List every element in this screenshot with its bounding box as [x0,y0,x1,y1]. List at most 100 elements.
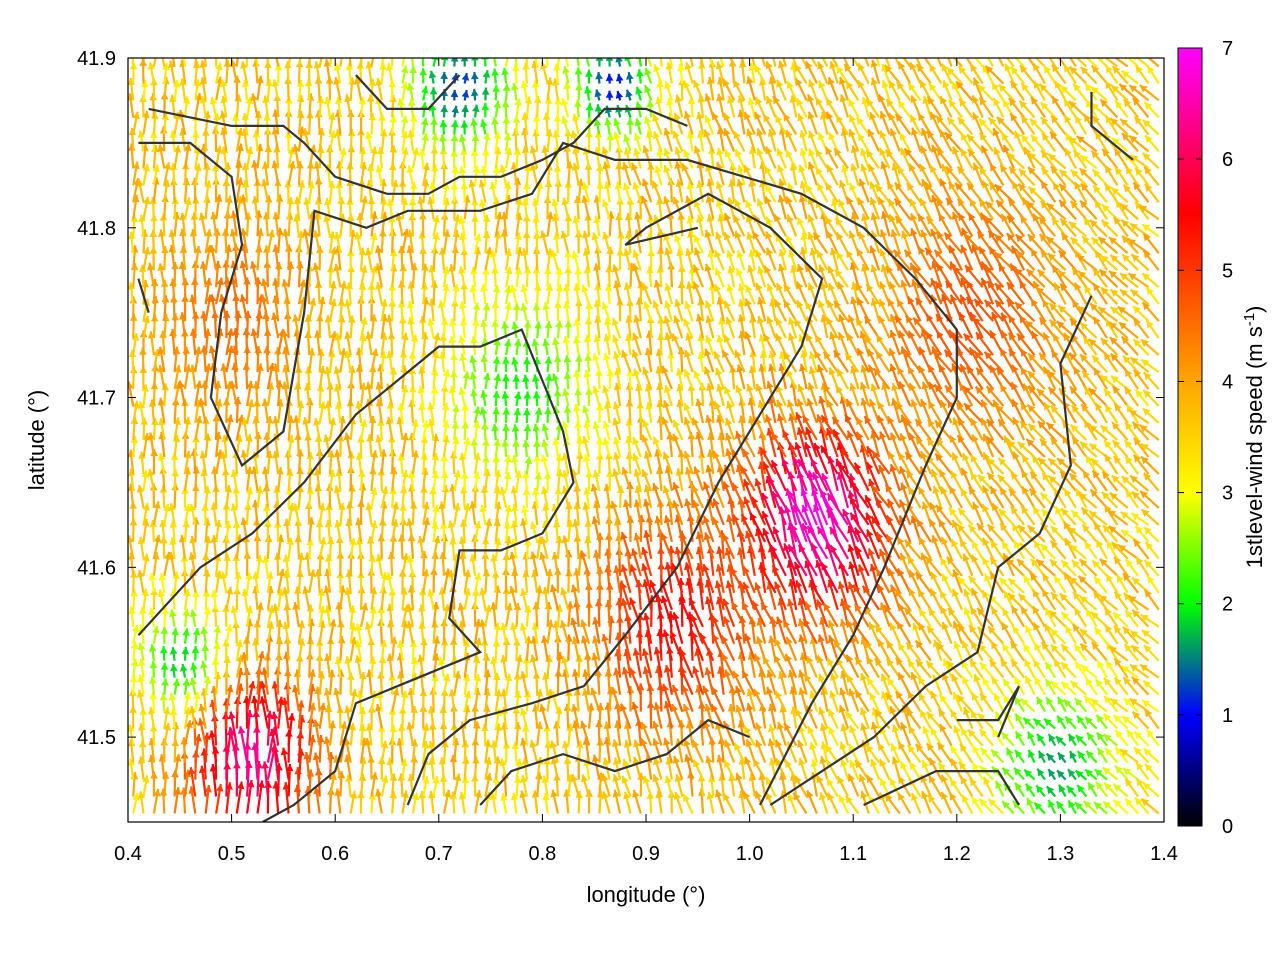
wind-arrow [235,654,244,678]
wind-arrow [152,58,157,67]
wind-arrow [214,519,223,543]
wind-arrow [256,650,265,678]
wind-arrow [194,415,203,441]
wind-arrow [194,380,203,407]
wind-arrow [149,691,157,712]
wind-arrow [237,726,249,763]
wind-arrow [149,660,158,678]
wind-arrow [128,77,136,101]
wind-arrow [161,58,166,67]
colorbar-label-main: 1stlevel-wind speed (m s [1242,326,1267,568]
wind-arrow [172,571,180,593]
wind-arrow [225,684,234,712]
y-tick-label: 41.9 [77,48,116,70]
wind-arrow [215,58,218,67]
wind-arrow [161,607,169,627]
wind-arrow [197,718,207,746]
wind-arrow [213,553,222,576]
wind-arrow [152,534,162,560]
wind-arrow [137,791,146,814]
wind-arrow [138,606,147,627]
wind-arrow [160,646,168,661]
x-tick-label: 1.0 [736,843,764,865]
wind-arrow [204,784,212,814]
wind-arrow [148,607,156,627]
wind-arrow [215,449,224,475]
wind-arrow [246,680,256,712]
wind-arrow [200,468,208,492]
wind-arrow [131,624,140,644]
wind-arrow [235,127,244,152]
wind-arrow [261,761,269,797]
wind-arrow [182,96,191,118]
wind-arrow [188,705,197,729]
wind-arrow [210,589,219,610]
wind-arrow [215,62,223,84]
wind-arrow [230,469,239,492]
wind-arrow [152,788,161,814]
wind-arrow [169,130,177,152]
wind-arrow [137,536,146,559]
wind-arrow [209,294,218,322]
wind-arrow [198,398,207,424]
y-tick-label: 41.7 [77,388,116,410]
wind-arrow [204,180,212,203]
wind-arrow [262,555,270,576]
wind-arrow [137,401,146,424]
wind-arrow [179,78,187,101]
wind-arrow [225,586,234,611]
wind-arrow [239,260,249,288]
wind-arrow [204,277,213,305]
wind-arrow [128,231,136,254]
wind-arrow [131,58,135,67]
wind-arrow [189,677,198,695]
x-tick-label: 1.4 [1150,843,1178,865]
wind-arrow [130,435,139,458]
wind-arrow [147,262,155,288]
x-tick-label: 1.3 [1046,843,1074,865]
wind-arrow [203,676,212,695]
wind-arrow [137,642,146,661]
wind-arrow [183,197,192,220]
wind-arrow [245,434,253,458]
wind-arrow [148,572,157,593]
y-tick-label: 41.5 [77,727,116,749]
wind-arrow [171,58,176,67]
wind-arrow [168,502,176,526]
wind-arrow [200,660,208,678]
wind-arrow [147,62,156,84]
wind-arrow [225,623,233,644]
wind-arrow [224,520,232,543]
wind-arrow [208,244,218,271]
wind-arrow [249,261,259,288]
wind-arrow [182,678,190,695]
wind-arrow [137,674,145,695]
colorbar-label-close: ) [1242,306,1267,313]
colorbar-tick-label: 5 [1222,260,1233,282]
y-tick-label: 41.8 [77,218,116,240]
wind-arrow [189,609,198,628]
wind-arrow [183,691,192,712]
wind-arrow [130,658,139,678]
wind-arrow [260,294,269,322]
wind-arrow [192,627,201,644]
wind-arrow [162,62,170,84]
colorbar-tick-label: 3 [1222,483,1233,505]
wind-arrow [131,333,140,356]
wind-arrow [142,553,150,576]
wind-arrow [210,502,218,526]
wind-arrow [159,519,167,543]
wind-arrow [188,503,197,526]
wind-arrow [220,146,229,169]
wind-arrow [215,277,224,305]
wind-arrow [246,399,255,424]
wind-arrow [136,178,145,203]
wind-arrow [173,364,182,390]
wind-arrow [235,414,245,441]
wind-arrow [130,641,139,661]
wind-arrow [142,502,150,526]
wind-arrow [172,678,180,695]
wind-arrow [128,606,136,627]
wind-arrow [169,646,178,661]
wind-arrow [136,689,145,712]
